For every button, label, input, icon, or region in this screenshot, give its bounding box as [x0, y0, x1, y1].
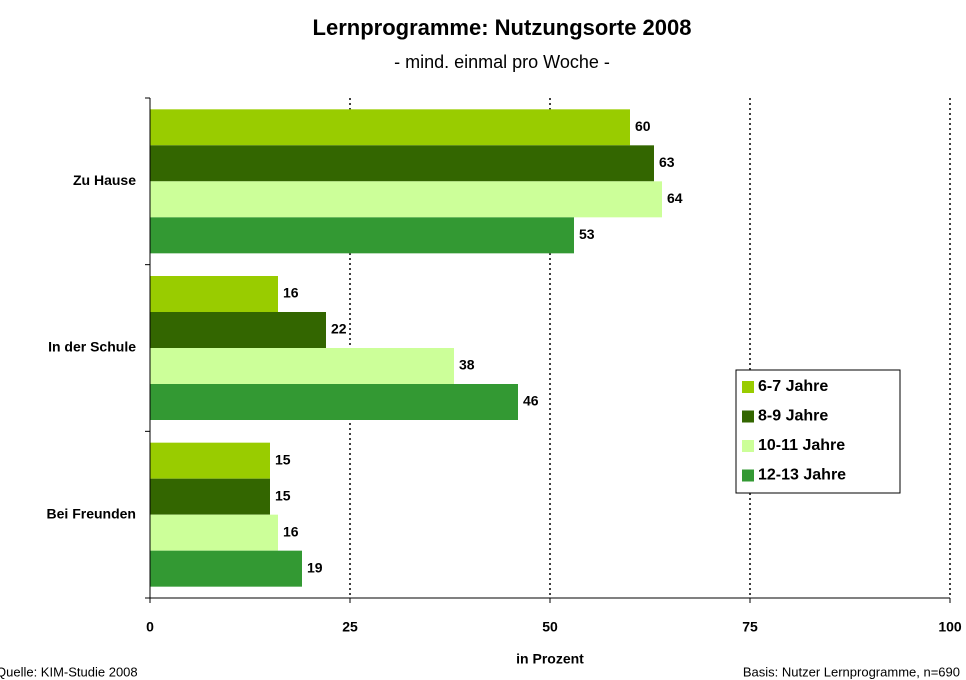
- basis-note: Basis: Nutzer Lernprogramme, n=690: [743, 664, 960, 679]
- bar: [150, 442, 270, 479]
- legend-swatch: [742, 410, 754, 423]
- legend-swatch: [742, 381, 754, 393]
- bar: [150, 348, 454, 384]
- x-tick-label: 0: [146, 619, 154, 635]
- y-tick-label: Bei Freunden: [47, 505, 136, 521]
- x-tick-label: 50: [542, 619, 558, 635]
- data-label: 63: [659, 154, 675, 170]
- data-label: 15: [275, 487, 291, 503]
- data-label: 60: [635, 118, 651, 134]
- x-tick-label: 100: [938, 619, 962, 635]
- bar: [150, 312, 326, 348]
- bar: [150, 514, 278, 551]
- data-label: 38: [459, 357, 475, 373]
- x-tick-label: 25: [342, 619, 358, 635]
- legend-label: 10-11 Jahre: [758, 437, 845, 454]
- data-label: 16: [283, 285, 299, 301]
- data-label: 16: [283, 523, 299, 539]
- legend-label: 8-9 Jahre: [758, 408, 828, 425]
- bar: [150, 384, 518, 420]
- data-label: 22: [331, 321, 347, 337]
- source-note: Quelle: KIM-Studie 2008: [0, 664, 138, 679]
- bar: [150, 109, 630, 146]
- bar: [150, 276, 278, 312]
- bar: [150, 550, 302, 587]
- data-label: 15: [275, 451, 291, 467]
- data-label: 53: [579, 226, 595, 242]
- y-tick-label: In der Schule: [48, 339, 136, 355]
- bar: [150, 478, 270, 515]
- legend-swatch: [742, 469, 754, 482]
- legend-label: 12-13 Jahre: [758, 467, 846, 484]
- bar: [150, 181, 662, 218]
- bar: [150, 217, 574, 254]
- x-axis-label: in Prozent: [516, 651, 584, 667]
- data-label: 64: [667, 190, 683, 206]
- y-tick-label: Zu Hause: [73, 172, 136, 188]
- legend-label: 6-7 Jahre: [758, 378, 828, 395]
- legend-box: [735, 369, 901, 494]
- chart-title: Lernprogramme: Nutzungsorte 2008: [313, 15, 692, 40]
- legend-swatch: [742, 440, 754, 452]
- x-tick-label: 75: [742, 619, 758, 635]
- data-label: 46: [523, 393, 539, 409]
- data-label: 19: [307, 559, 323, 575]
- chart-subtitle: - mind. einmal pro Woche -: [394, 52, 610, 72]
- bar: [150, 145, 654, 182]
